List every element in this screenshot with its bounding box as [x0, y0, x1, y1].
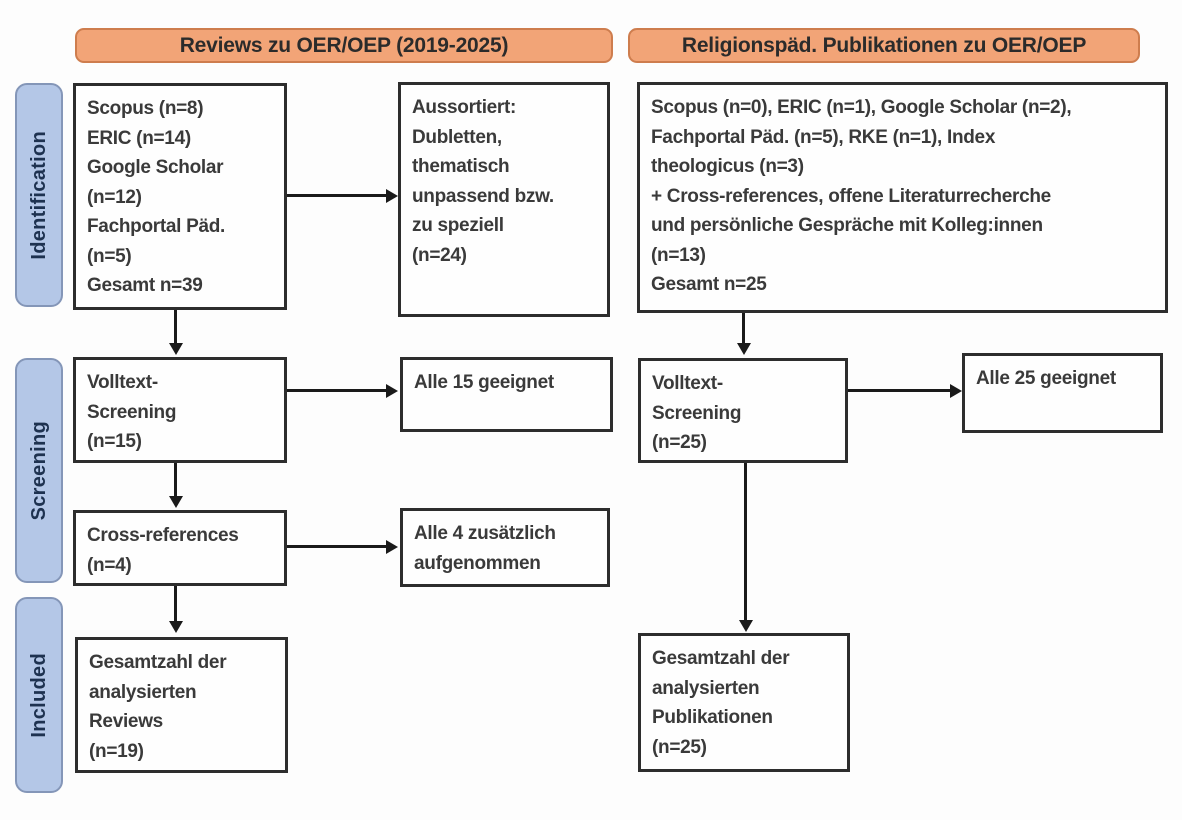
arrow-right-fulltext-to-total	[738, 463, 753, 632]
stage-label-included: Included	[27, 652, 50, 738]
arrow-left-sources-to-fulltext	[168, 310, 183, 355]
box-left-crossref: Cross-references (n=4)	[73, 510, 287, 586]
arrow-left-crossref-to-result	[287, 539, 398, 554]
stage-tab-included: Included	[15, 597, 63, 793]
header-right-group: Religionspäd. Publikationen zu OER/OEP	[628, 28, 1140, 63]
box-left-total: Gesamtzahl der analysierten Reviews (n=1…	[75, 637, 288, 773]
box-right-fulltext-result: Alle 25 geeignet	[962, 353, 1163, 433]
stage-tab-identification: Identification	[15, 83, 63, 307]
box-left-crossref-result: Alle 4 zusätzlich aufgenommen	[400, 508, 610, 587]
arrow-left-fulltext-to-result	[287, 383, 398, 398]
arrow-right-sources-to-fulltext	[736, 313, 751, 355]
box-right-sources: Scopus (n=0), ERIC (n=1), Google Scholar…	[637, 82, 1168, 313]
arrow-left-fulltext-to-crossref	[168, 463, 183, 508]
box-left-sources: Scopus (n=8) ERIC (n=14) Google Scholar …	[73, 83, 287, 310]
arrow-right-fulltext-to-result	[848, 383, 962, 398]
stage-label-identification: Identification	[27, 130, 50, 260]
box-left-fulltext-screening: Volltext- Screening (n=15)	[73, 357, 287, 463]
box-right-total: Gesamtzahl der analysierten Publikatione…	[638, 633, 850, 772]
stage-tab-screening: Screening	[15, 358, 63, 583]
stage-label-screening: Screening	[27, 420, 50, 521]
box-left-fulltext-result: Alle 15 geeignet	[400, 357, 613, 432]
arrow-left-crossref-to-total	[168, 586, 183, 633]
arrow-left-sources-to-excluded	[287, 188, 398, 203]
header-left-group: Reviews zu OER/OEP (2019-2025)	[75, 28, 613, 63]
box-right-fulltext-screening: Volltext- Screening (n=25)	[638, 358, 848, 463]
box-left-excluded: Aussortiert: Dubletten, thematisch unpas…	[398, 82, 610, 317]
